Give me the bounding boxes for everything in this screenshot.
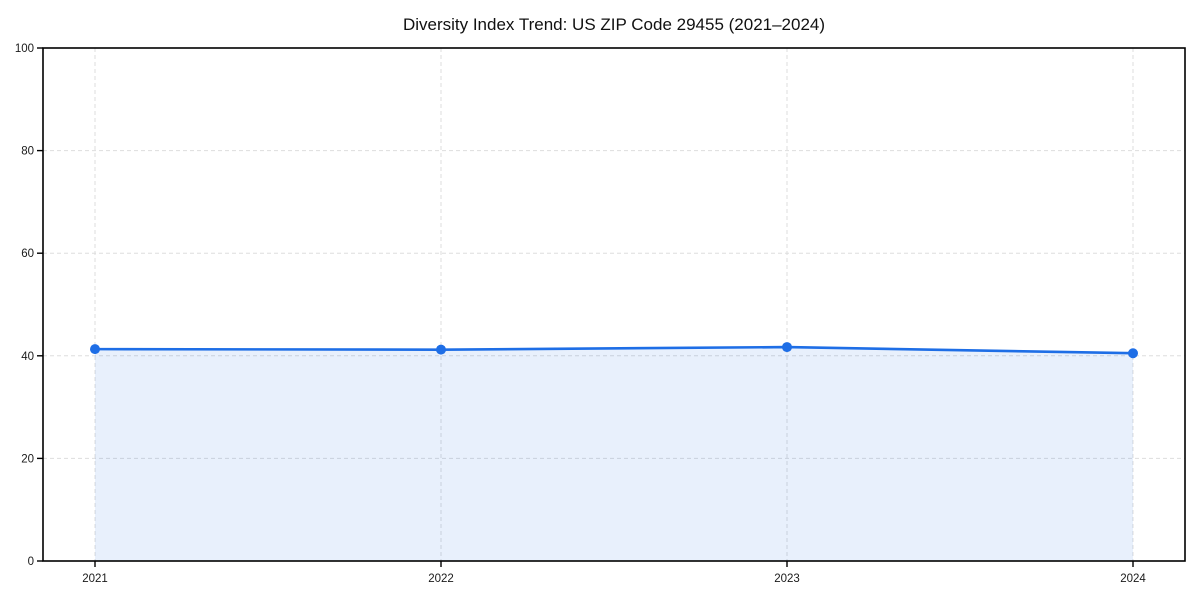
x-tick-label: 2022 (428, 573, 454, 585)
data-point (436, 344, 446, 355)
area-fill (95, 347, 1133, 561)
trend-line (93, 345, 1135, 355)
y-tick-label: 0 (28, 556, 34, 568)
data-point (782, 342, 792, 353)
y-tick-label: 40 (21, 351, 34, 363)
chart-title: Diversity Index Trend: US ZIP Code 29455… (402, 15, 826, 34)
y-tick-label: 20 (21, 453, 34, 465)
x-tick-label: 2024 (1120, 573, 1146, 585)
data-point (90, 344, 100, 355)
y-tick-label: 60 (21, 248, 34, 260)
x-tick-label: 2023 (774, 573, 800, 585)
y-tick-label: 80 (21, 146, 34, 158)
data-point (1128, 348, 1138, 359)
y-tick-label: 100 (15, 43, 34, 55)
x-tick-label: 2021 (82, 573, 108, 585)
plot-border (42, 47, 1186, 562)
